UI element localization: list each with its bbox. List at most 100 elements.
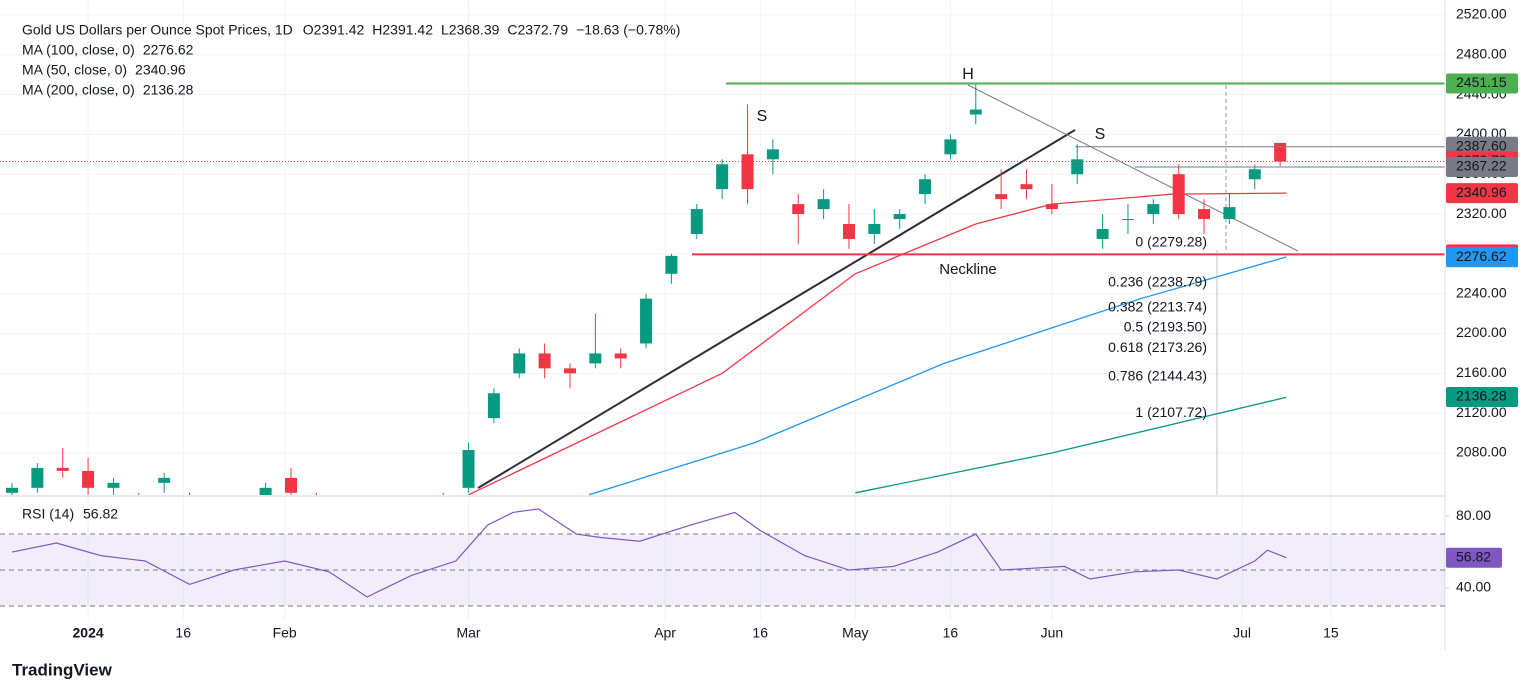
legend-ohlc: −18.63 (−0.78%) — [576, 22, 680, 38]
trend-line — [967, 84, 1299, 252]
candle-body — [563, 368, 576, 374]
price-badge — [1446, 73, 1518, 94]
price-badge-label: 2340.96 — [1456, 184, 1507, 200]
candle-body — [538, 353, 551, 369]
candle-body — [919, 179, 932, 195]
price-badge — [1446, 157, 1518, 178]
price-badge-label: 2387.60 — [1456, 137, 1507, 153]
price-badge — [1446, 183, 1518, 204]
x-tick-label: Jul — [1233, 625, 1251, 641]
candle-body — [817, 199, 830, 210]
candle-body — [842, 224, 855, 239]
rsi-line — [11, 508, 1287, 598]
candle-body — [589, 353, 602, 364]
candle-body — [868, 224, 881, 234]
x-tick-label: 16 — [943, 625, 959, 641]
legend-ma-value: 2340.96 — [135, 62, 186, 78]
x-tick-label: 15 — [1323, 625, 1339, 641]
rsi-tick-label: 40.00 — [1456, 579, 1491, 595]
candle-body — [284, 477, 297, 493]
candle-body — [158, 477, 171, 483]
candle-body — [1274, 142, 1287, 162]
candle-body — [1121, 219, 1134, 221]
x-tick-label: 16 — [175, 625, 191, 641]
x-tick-label: 16 — [752, 625, 768, 641]
y-tick-label: 2320.00 — [1456, 205, 1507, 221]
brand: TradingView — [12, 660, 113, 679]
price-pane — [0, 82, 1445, 495]
x-tick-label: Mar — [456, 625, 480, 641]
legend-ma-value: 2276.62 — [143, 42, 194, 58]
candle-body — [513, 353, 526, 374]
price-badge — [1446, 247, 1518, 268]
y-tick-label: 2080.00 — [1456, 444, 1507, 460]
candle-body — [1071, 159, 1084, 175]
rsi-badge-label: 56.82 — [1456, 548, 1491, 564]
candle-body — [1248, 169, 1261, 180]
rsi-pane: RSI (14) 56.82 — [0, 506, 1449, 607]
price-badge-label: 2136.28 — [1456, 388, 1507, 404]
candle-body — [1223, 207, 1236, 220]
ma-line — [588, 256, 1287, 495]
legend-ma: MA (200, close, 0) — [22, 82, 135, 98]
y-tick-label: 2240.00 — [1456, 284, 1507, 300]
candle-body — [107, 482, 120, 488]
legend: Gold US Dollars per Ounce Spot Prices, 1… — [22, 22, 680, 98]
legend-ohlc: L2368.39 — [441, 22, 500, 38]
x-tick-label: Apr — [654, 625, 676, 641]
candle-body — [944, 139, 957, 155]
grid — [0, 0, 1445, 620]
candle-body — [995, 194, 1008, 200]
candle-body — [259, 487, 272, 495]
candle-body — [1172, 174, 1185, 215]
rsi-tick-label: 80.00 — [1456, 507, 1491, 523]
fib-label: 0.236 (2238.79) — [1108, 274, 1207, 290]
legend-ma: MA (50, close, 0) — [22, 62, 127, 78]
legend-title: Gold US Dollars per Ounce Spot Prices, 1… — [22, 22, 293, 38]
candle-body — [82, 470, 95, 488]
candle-body — [1198, 209, 1211, 220]
legend-ohlc: O2391.42 — [303, 22, 365, 38]
fib-label: 0.786 (2144.43) — [1108, 368, 1207, 384]
y-tick-label: 2200.00 — [1456, 324, 1507, 340]
candle-body — [56, 467, 69, 471]
candle-body — [766, 149, 779, 160]
candle-body — [640, 298, 653, 344]
candle-body — [487, 393, 500, 419]
candle-body — [31, 467, 44, 488]
x-tick-label: 2024 — [73, 625, 104, 641]
pattern-label: S — [757, 108, 768, 125]
y-tick-label: 2520.00 — [1456, 6, 1507, 22]
candle-body — [893, 214, 906, 220]
fib-label: 0 (2279.28) — [1135, 233, 1207, 249]
y-tick-label: 2480.00 — [1456, 45, 1507, 61]
price-badge-label: 2367.22 — [1456, 158, 1507, 174]
rsi-legend: RSI (14) — [22, 506, 74, 522]
candle-body — [614, 353, 627, 359]
legend-ma-value: 2136.28 — [143, 82, 194, 98]
candle-body — [969, 109, 982, 115]
fib-label: 0.618 (2173.26) — [1108, 339, 1207, 355]
fib-label: 1 (2107.72) — [1135, 404, 1207, 420]
legend-ohlc: H2391.42 — [372, 22, 433, 38]
pattern-label: H — [962, 66, 974, 83]
fib-label: 0.382 (2213.74) — [1108, 299, 1207, 315]
pattern-label: S — [1095, 126, 1106, 143]
legend-ohlc: C2372.79 — [507, 22, 568, 38]
y-tick-label: 2120.00 — [1456, 404, 1507, 420]
candle-body — [1096, 228, 1109, 239]
candle-body — [1020, 184, 1033, 190]
ma-line — [855, 396, 1287, 494]
ma-line — [468, 192, 1287, 495]
x-tick-label: Jun — [1041, 625, 1064, 641]
x-tick-label: May — [842, 625, 868, 641]
trend-line — [477, 129, 1076, 489]
price-badge-label: 2276.62 — [1456, 248, 1507, 264]
pattern-label: Neckline — [939, 261, 997, 278]
rsi-legend-value: 56.82 — [83, 506, 118, 522]
candle-body — [665, 255, 678, 274]
candle-body — [690, 209, 703, 234]
candle-body — [1147, 204, 1160, 215]
